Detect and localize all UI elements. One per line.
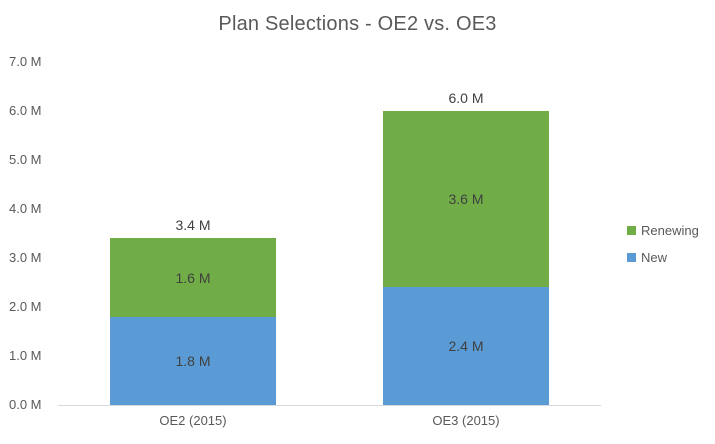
y-axis-tick-label: 7.0 M — [9, 54, 42, 69]
legend-item-renewing: Renewing — [627, 222, 699, 239]
y-axis-tick-label: 6.0 M — [9, 103, 42, 118]
total-label: 6.0 M — [448, 90, 484, 106]
x-axis-category-label: OE3 (2015) — [432, 413, 500, 428]
y-axis-tick-label: 1.0 M — [9, 348, 42, 363]
legend-swatch-icon — [627, 253, 636, 262]
bar-segment-renewing: 1.6 M — [110, 238, 276, 317]
data-label: 2.4 M — [448, 338, 484, 355]
x-axis-category-label: OE2 (2015) — [159, 413, 227, 428]
legend-item-new: New — [627, 249, 699, 266]
legend-swatch-icon — [627, 226, 636, 235]
bar-segment-renewing: 3.6 M — [383, 111, 549, 288]
data-label: 1.6 M — [175, 269, 211, 286]
data-label: 1.8 M — [175, 352, 211, 369]
data-label: 3.6 M — [448, 191, 484, 208]
chart-title: Plan Selections - OE2 vs. OE3 — [218, 13, 497, 35]
y-axis-tick-label: 3.0 M — [9, 250, 42, 265]
y-axis-tick-label: 0.0 M — [9, 397, 42, 412]
x-axis-line — [58, 405, 601, 406]
y-axis-tick-label: 2.0 M — [9, 299, 42, 314]
total-label: 3.4 M — [175, 217, 211, 234]
y-axis-tick-label: 5.0 M — [9, 152, 42, 167]
y-axis-tick-label: 4.0 M — [9, 201, 42, 216]
legend: Renewing New — [627, 222, 699, 276]
legend-label: Renewing — [641, 223, 699, 238]
legend-label: New — [641, 250, 668, 265]
bar-segment-new: 1.8 M — [110, 316, 276, 405]
bar-segment-new: 2.4 M — [383, 287, 549, 405]
